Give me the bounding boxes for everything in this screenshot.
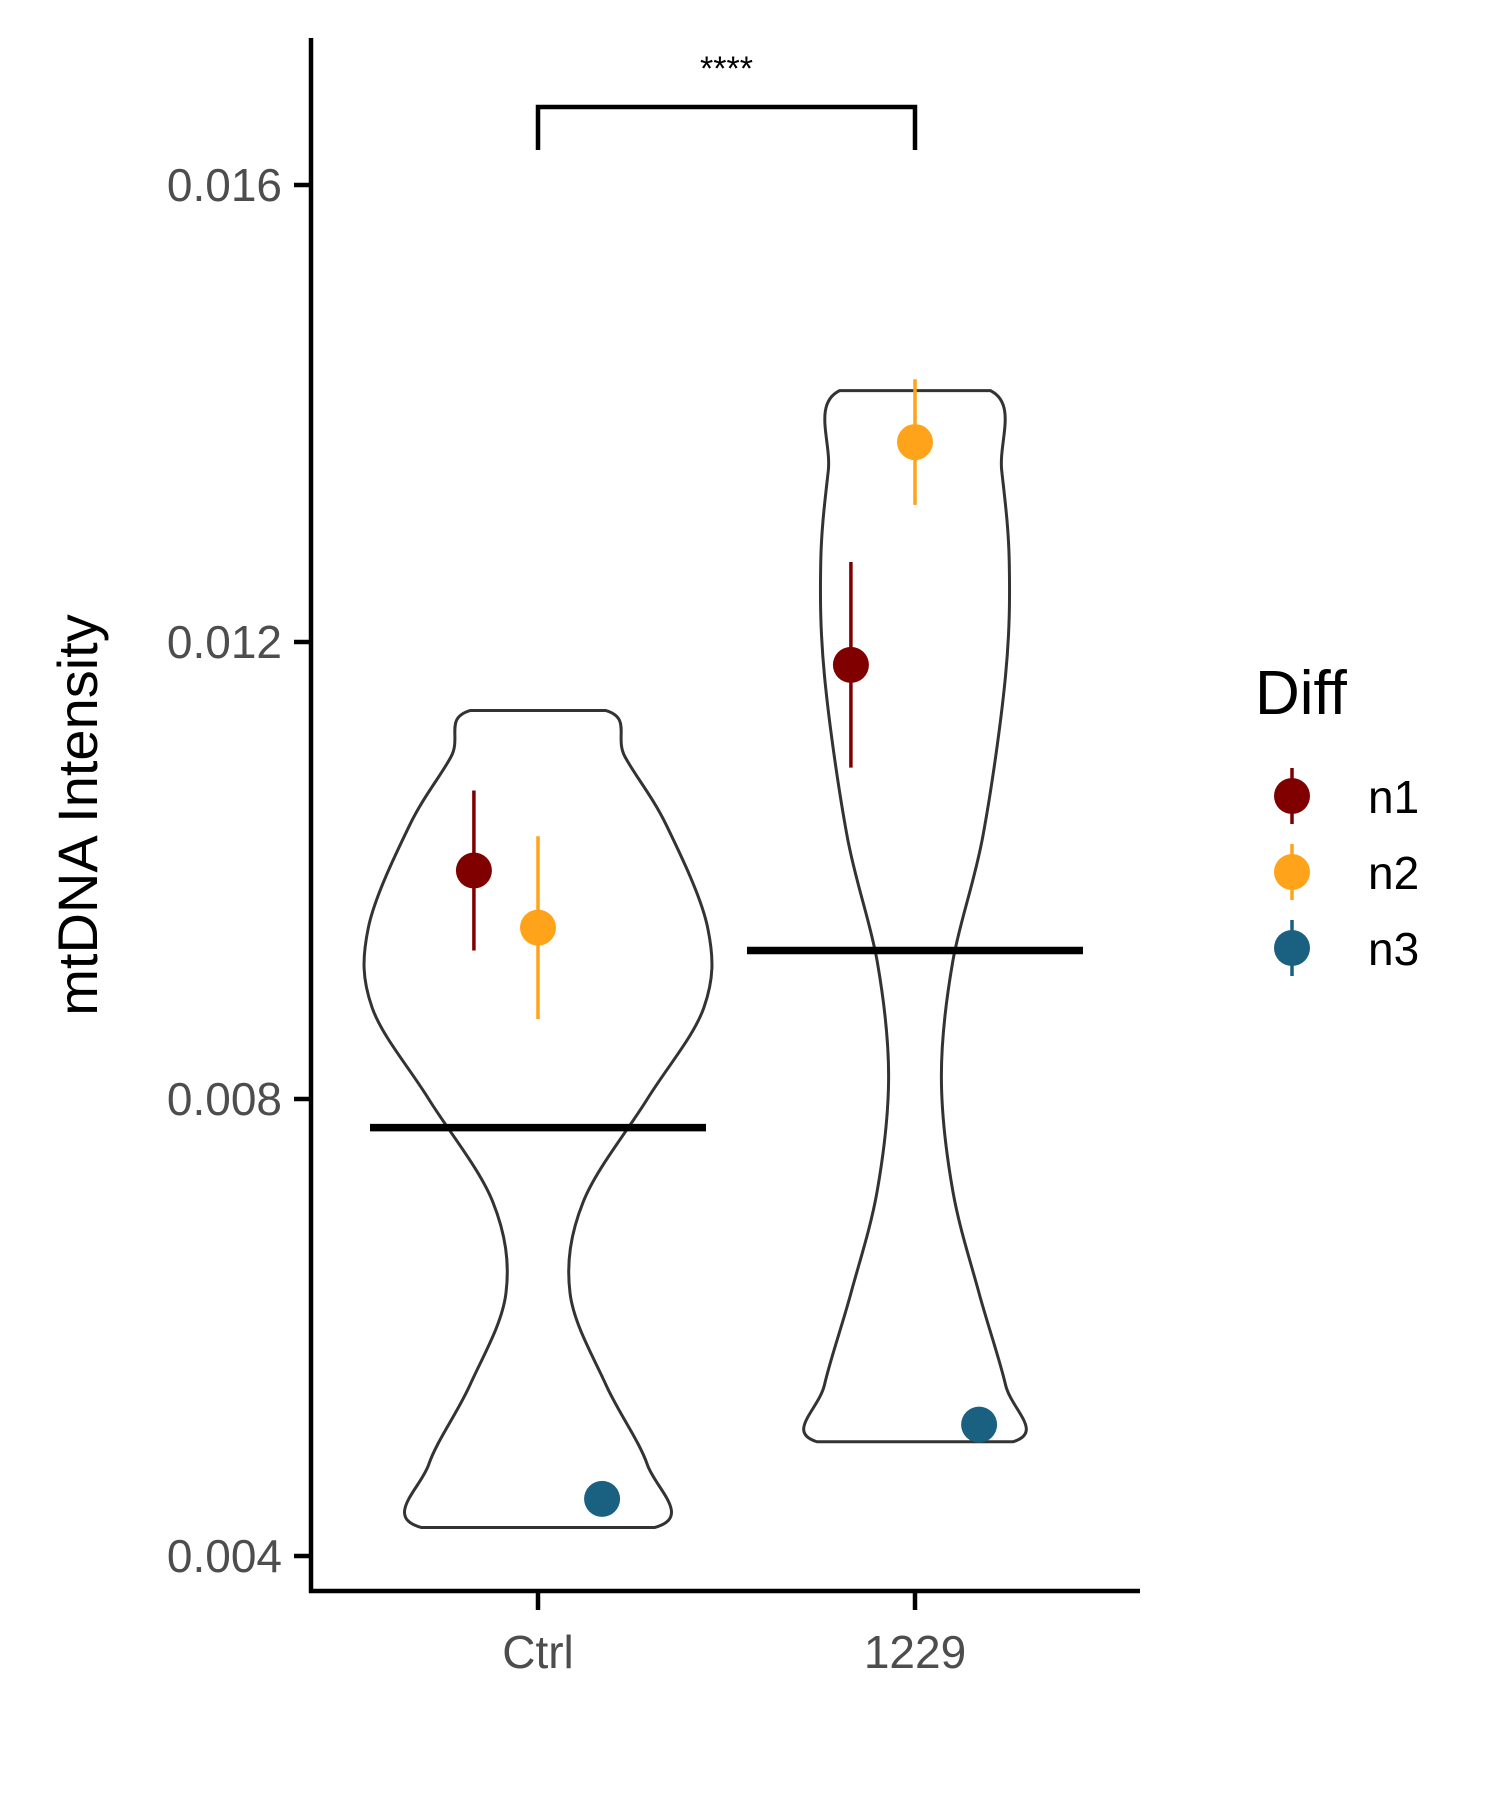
significance-bracket: **** [535,50,918,150]
data-points [455,379,998,1517]
x-ticks: Ctrl 1229 [502,1593,966,1678]
point-n3-1229 [961,1406,998,1443]
y-ticks: 0.004 0.008 0.012 0.016 [167,159,311,1582]
point-n3-Ctrl [584,1480,621,1517]
legend-key-n2 [1274,854,1310,890]
point-n2-Ctrl [520,909,556,946]
point-n1-1229 [832,646,869,683]
legend-key-n1 [1274,778,1310,814]
mean-lines [370,946,1083,1132]
legend-label-n1: n1 [1368,771,1419,823]
y-tick-label: 0.016 [167,159,282,211]
significance-label: **** [700,50,753,88]
legend: Diff n1 n2 n3 [1255,659,1419,976]
violins [362,389,1028,1529]
point-n2-1229 [897,424,933,461]
legend-key-n3 [1274,930,1310,966]
significance-bracket-line [535,104,918,150]
y-tick-label: 0.012 [167,616,282,668]
point-n1-Ctrl [455,852,492,889]
x-tick-label: 1229 [864,1626,966,1678]
legend-label-n2: n2 [1368,847,1419,899]
y-tick-label: 0.004 [167,1530,282,1582]
legend-label-n3: n3 [1368,923,1419,975]
violin-1229 [802,389,1028,1444]
legend-title: Diff [1255,659,1348,728]
violin-Ctrl [362,709,714,1529]
y-tick-label: 0.008 [167,1073,282,1125]
y-axis-title: mtDNA Intensity [46,614,109,1015]
x-tick-label: Ctrl [502,1626,574,1678]
